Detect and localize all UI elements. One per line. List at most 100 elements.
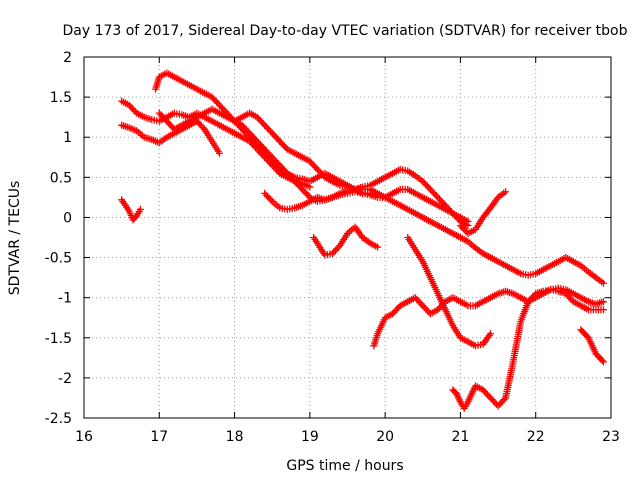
data-point xyxy=(420,303,428,311)
data-point xyxy=(240,123,248,131)
data-point xyxy=(491,399,499,407)
data-point xyxy=(256,116,264,124)
data-point xyxy=(413,295,421,303)
data-point xyxy=(297,184,305,192)
data-point xyxy=(374,243,382,251)
data-point xyxy=(244,128,252,136)
data-point xyxy=(216,149,224,157)
data-point xyxy=(497,399,505,407)
data-point xyxy=(286,173,294,181)
data-point xyxy=(213,98,221,106)
data-point xyxy=(255,115,263,123)
data-point xyxy=(167,122,175,130)
data-point xyxy=(438,198,446,206)
axis-ticks: 16 17 18 19 20 21 22 23 -2.5 -2 -1.5 -1 -0.5 0 0.5 1 1.5… xyxy=(45,50,620,445)
data-point xyxy=(301,189,309,197)
data-point xyxy=(562,290,570,298)
x-tick-label: 22 xyxy=(527,429,545,445)
data-point xyxy=(247,131,255,139)
data-point xyxy=(313,165,321,173)
data-point xyxy=(197,122,205,130)
data-point xyxy=(502,188,510,196)
y-tick-label: -2 xyxy=(58,371,72,387)
data-point xyxy=(464,221,472,229)
data-point xyxy=(271,156,279,164)
data-point xyxy=(253,113,261,121)
data-point xyxy=(479,386,487,394)
data-point xyxy=(565,293,573,301)
data-point xyxy=(246,129,254,137)
data-point xyxy=(458,223,466,231)
data-point xyxy=(196,120,204,128)
data-point xyxy=(524,298,532,306)
series-arc-m xyxy=(577,326,607,366)
data-point xyxy=(389,310,397,318)
data-point xyxy=(494,402,502,410)
data-point xyxy=(271,132,279,140)
series-arc-f xyxy=(261,165,472,229)
data-point xyxy=(127,103,135,111)
data-point xyxy=(261,189,269,197)
x-tick-label: 17 xyxy=(150,429,168,445)
x-tick-label: 21 xyxy=(452,429,470,445)
data-point xyxy=(307,159,315,167)
data-point xyxy=(164,119,172,127)
data-point xyxy=(273,134,281,142)
data-point xyxy=(496,400,504,408)
data-point xyxy=(563,291,571,299)
data-point xyxy=(300,187,308,195)
data-point xyxy=(295,182,303,190)
data-point xyxy=(481,388,489,396)
data-point xyxy=(250,134,258,142)
data-point xyxy=(434,306,442,314)
data-point xyxy=(209,95,217,103)
data-point xyxy=(417,300,425,308)
data-point xyxy=(419,177,427,185)
data-point xyxy=(258,142,266,150)
data-point xyxy=(482,389,490,397)
series-arc-d xyxy=(155,105,472,225)
data-point xyxy=(420,179,428,187)
data-point xyxy=(262,191,270,199)
data-point xyxy=(265,126,273,134)
series-arc-k xyxy=(404,234,495,350)
data-point xyxy=(411,294,419,302)
data-point xyxy=(446,206,454,214)
data-point xyxy=(267,128,275,136)
data-point xyxy=(280,166,288,174)
data-point xyxy=(444,205,452,213)
data-point xyxy=(130,106,138,114)
data-point xyxy=(334,243,342,251)
x-axis-label: GPS time / hours xyxy=(286,458,403,474)
data-point xyxy=(220,106,228,114)
data-point xyxy=(566,294,574,302)
series-arc-b xyxy=(118,117,224,157)
x-tick-label: 19 xyxy=(301,429,319,445)
data-point xyxy=(136,205,144,213)
series-arc-h xyxy=(310,223,382,259)
data-point xyxy=(285,171,293,179)
data-point xyxy=(449,209,457,217)
data-point xyxy=(488,396,496,404)
data-point xyxy=(243,126,251,134)
data-point xyxy=(461,226,469,234)
data-point xyxy=(158,112,166,120)
data-point xyxy=(485,392,493,400)
data-point xyxy=(279,140,287,148)
data-point xyxy=(259,144,267,152)
data-point xyxy=(283,169,291,177)
data-point xyxy=(264,124,272,132)
data-point xyxy=(258,118,266,126)
data-point xyxy=(155,109,163,117)
data-point xyxy=(315,167,323,175)
data-point xyxy=(279,165,287,173)
data-point xyxy=(160,114,168,122)
series-arc-l xyxy=(449,286,607,412)
data-point xyxy=(265,150,273,158)
data-point xyxy=(456,221,464,229)
data-point xyxy=(419,302,427,310)
data-point xyxy=(288,174,296,182)
data-point xyxy=(238,121,246,129)
data-point xyxy=(487,394,495,402)
